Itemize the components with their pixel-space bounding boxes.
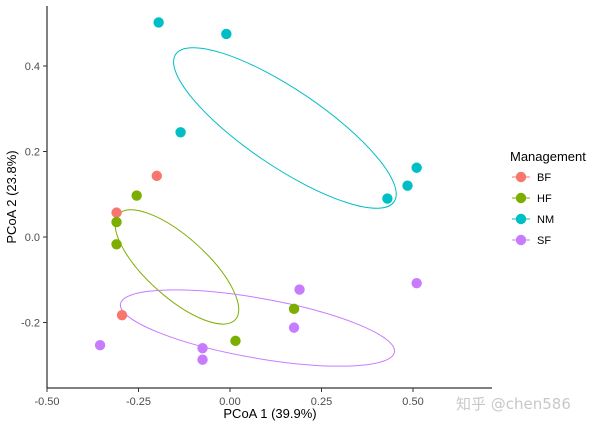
y-tick-label: -0.2 (21, 318, 40, 330)
x-axis-title: PCoA 1 (39.9%) (223, 406, 316, 421)
legend-label-sf: SF (537, 235, 551, 247)
legend-key-bf (515, 171, 527, 183)
point-nm-1 (153, 17, 164, 28)
legend-key-hf (515, 192, 527, 204)
y-axis-title: PCoA 2 (23.8%) (4, 150, 19, 243)
legend-label-nm: NM (537, 214, 554, 226)
point-nm-2 (221, 28, 232, 40)
point-sf-1 (294, 284, 305, 295)
tick-labels: -0.50 -0.25 0.00 0.25 0.50 -0.2 0.0 0.2 0.4 (21, 61, 424, 408)
point-hf-1 (131, 190, 142, 201)
point-hf-4 (288, 303, 300, 315)
point-bf-1 (151, 170, 162, 182)
plot-area (94, 17, 422, 367)
y-tick-label: 0.0 (25, 232, 40, 244)
point-hf-5 (230, 335, 241, 347)
ellipse-sf (119, 289, 396, 367)
ellipse-nm (173, 47, 397, 209)
point-sf-4 (94, 339, 106, 351)
x-tick-label: 0.25 (311, 396, 332, 408)
x-tick-label: -0.50 (34, 396, 59, 408)
point-nm-5 (402, 180, 413, 191)
x-tick-label: 0.50 (402, 396, 423, 408)
point-nm-6 (382, 193, 393, 204)
y-tick-label: 0.4 (25, 61, 40, 73)
legend-key-sf (515, 234, 527, 246)
legend-key-nm (515, 213, 527, 225)
legend-label-hf: HF (537, 193, 552, 205)
axes (46, 6, 492, 389)
point-hf-3 (111, 239, 122, 250)
x-tick-label: 0.00 (219, 396, 240, 408)
point-sf-5 (197, 342, 208, 354)
point-sf-2 (411, 277, 422, 289)
legend-title: Management (510, 149, 586, 164)
legend-label-bf: BF (537, 172, 551, 184)
point-sf-6 (197, 354, 208, 365)
legend: Management BF HF NM SF (510, 149, 586, 247)
point-sf-3 (288, 322, 300, 333)
x-tick-label: -0.25 (126, 396, 151, 408)
point-bf-2 (111, 207, 122, 218)
point-nm-4 (411, 162, 422, 173)
y-tick-label: 0.2 (25, 147, 40, 159)
watermark-text: 知乎 @chen586 (456, 395, 571, 413)
point-hf-2 (111, 216, 122, 228)
point-nm-3 (175, 127, 186, 138)
legend-items: BF HF NM SF (512, 171, 554, 247)
point-bf-3 (116, 310, 128, 321)
